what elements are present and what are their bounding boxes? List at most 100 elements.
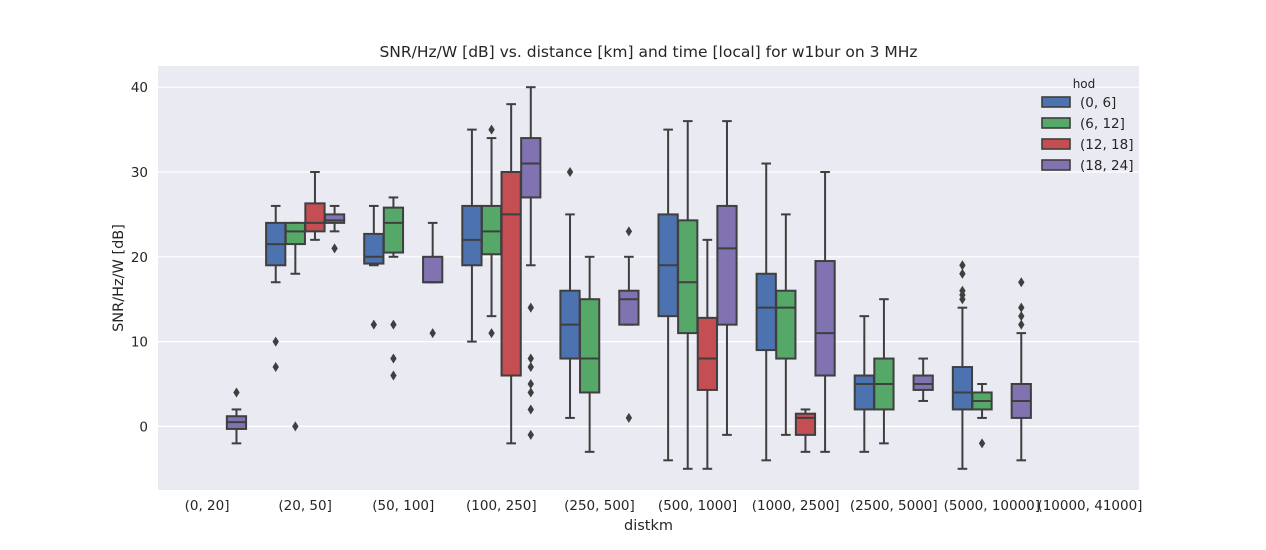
y-tick-label: 40 — [131, 80, 148, 96]
outlier-point — [527, 404, 534, 415]
box — [323, 204, 346, 254]
outlier-point — [370, 319, 378, 330]
outlier-point — [488, 124, 495, 135]
outlier-point — [390, 370, 397, 381]
box — [618, 226, 640, 423]
box-body — [853, 374, 875, 411]
outlier-point — [959, 260, 966, 271]
box-body — [794, 412, 817, 436]
plot-area — [158, 66, 1139, 490]
box-body — [480, 204, 503, 256]
box — [1010, 277, 1032, 462]
box — [500, 103, 522, 445]
box-body — [284, 221, 306, 246]
box — [559, 167, 581, 419]
legend-entry-label: (12, 18] — [1080, 137, 1133, 153]
outlier-point — [527, 353, 534, 364]
legend-swatch — [1041, 96, 1071, 108]
outlier-point — [1018, 277, 1025, 288]
box-body — [618, 289, 640, 326]
outlier-point — [959, 285, 966, 296]
legend-entry-label: (6, 12] — [1080, 116, 1125, 132]
outlier-point — [272, 362, 279, 373]
series-4 — [225, 86, 1032, 462]
y-tick-label: 0 — [139, 419, 148, 435]
outlier-point — [527, 429, 534, 440]
box-body — [755, 272, 777, 352]
box-body — [696, 316, 718, 391]
box — [225, 387, 248, 445]
y-axis-label: SNR/Hz/W [dB] — [111, 224, 127, 332]
box — [677, 120, 699, 470]
outlier-point — [390, 319, 397, 330]
legend-swatch — [1041, 138, 1071, 150]
outlier-point — [625, 412, 633, 423]
x-tick-label: (5000, 10000] — [944, 498, 1040, 514]
outlier-point — [331, 243, 338, 254]
box-body — [677, 219, 699, 335]
chart-title: SNR/Hz/W [dB] vs. distance [km] and time… — [379, 43, 917, 61]
outlier-point — [527, 362, 534, 373]
box-body — [422, 255, 444, 284]
box — [951, 260, 974, 470]
box — [520, 86, 542, 440]
box — [284, 221, 306, 432]
box — [579, 255, 601, 453]
box-series-group — [225, 86, 1032, 470]
box — [461, 128, 483, 343]
outlier-point — [1018, 311, 1025, 322]
outlier-point — [429, 328, 436, 339]
legend-entry-label: (18, 24] — [1080, 158, 1133, 174]
legend-swatch — [1041, 117, 1071, 129]
box-body — [814, 260, 836, 377]
outlier-point — [292, 421, 299, 432]
outlier-point — [1018, 302, 1025, 313]
box — [716, 120, 738, 436]
box — [480, 124, 503, 339]
y-tick-label: 10 — [131, 335, 148, 351]
x-tick-labels: (0, 20] (20, 50] (50, 100] (100, 250] (250, … — [185, 498, 1143, 514]
box-body — [363, 232, 385, 265]
box — [657, 128, 679, 462]
outlier-point — [959, 268, 966, 279]
box-body — [912, 374, 934, 391]
box-body — [323, 213, 346, 224]
x-tick-label: (50, 100] — [372, 498, 434, 514]
x-tick-label: (100, 250] — [466, 498, 537, 514]
x-tick-label: (2500, 5000] — [850, 498, 938, 514]
outlier-point — [527, 387, 534, 398]
box — [265, 204, 287, 373]
legend-entry-label: (0, 6] — [1080, 95, 1116, 111]
legend-title: hod — [1073, 77, 1096, 91]
box-body — [579, 298, 601, 394]
box — [422, 221, 444, 339]
series-3 — [304, 103, 817, 470]
box — [971, 383, 993, 449]
box — [382, 196, 405, 381]
outlier-point — [1018, 319, 1025, 330]
grid-lines — [158, 86, 1139, 427]
series-2 — [284, 120, 993, 470]
box-body — [382, 206, 405, 254]
box-body — [716, 204, 738, 326]
legend-swatch — [1041, 159, 1071, 171]
series-1 — [265, 128, 974, 470]
x-axis-label: distkm — [624, 518, 673, 534]
outlier-point — [566, 167, 574, 177]
outlier-point — [625, 226, 633, 237]
box-body — [304, 202, 326, 233]
x-tick-label: (500, 1000] — [658, 498, 737, 514]
outlier-point — [233, 387, 240, 398]
x-tick-label: (20, 50] — [278, 498, 331, 514]
box-body — [500, 171, 522, 377]
outlier-point — [527, 302, 534, 313]
y-tick-label: 30 — [131, 165, 148, 181]
box-body — [951, 366, 974, 411]
box-body — [520, 137, 542, 199]
x-tick-label: (1000, 2500] — [752, 498, 840, 514]
box-body — [461, 204, 483, 267]
box — [696, 238, 718, 470]
outlier-point — [272, 336, 279, 347]
box — [794, 408, 817, 453]
